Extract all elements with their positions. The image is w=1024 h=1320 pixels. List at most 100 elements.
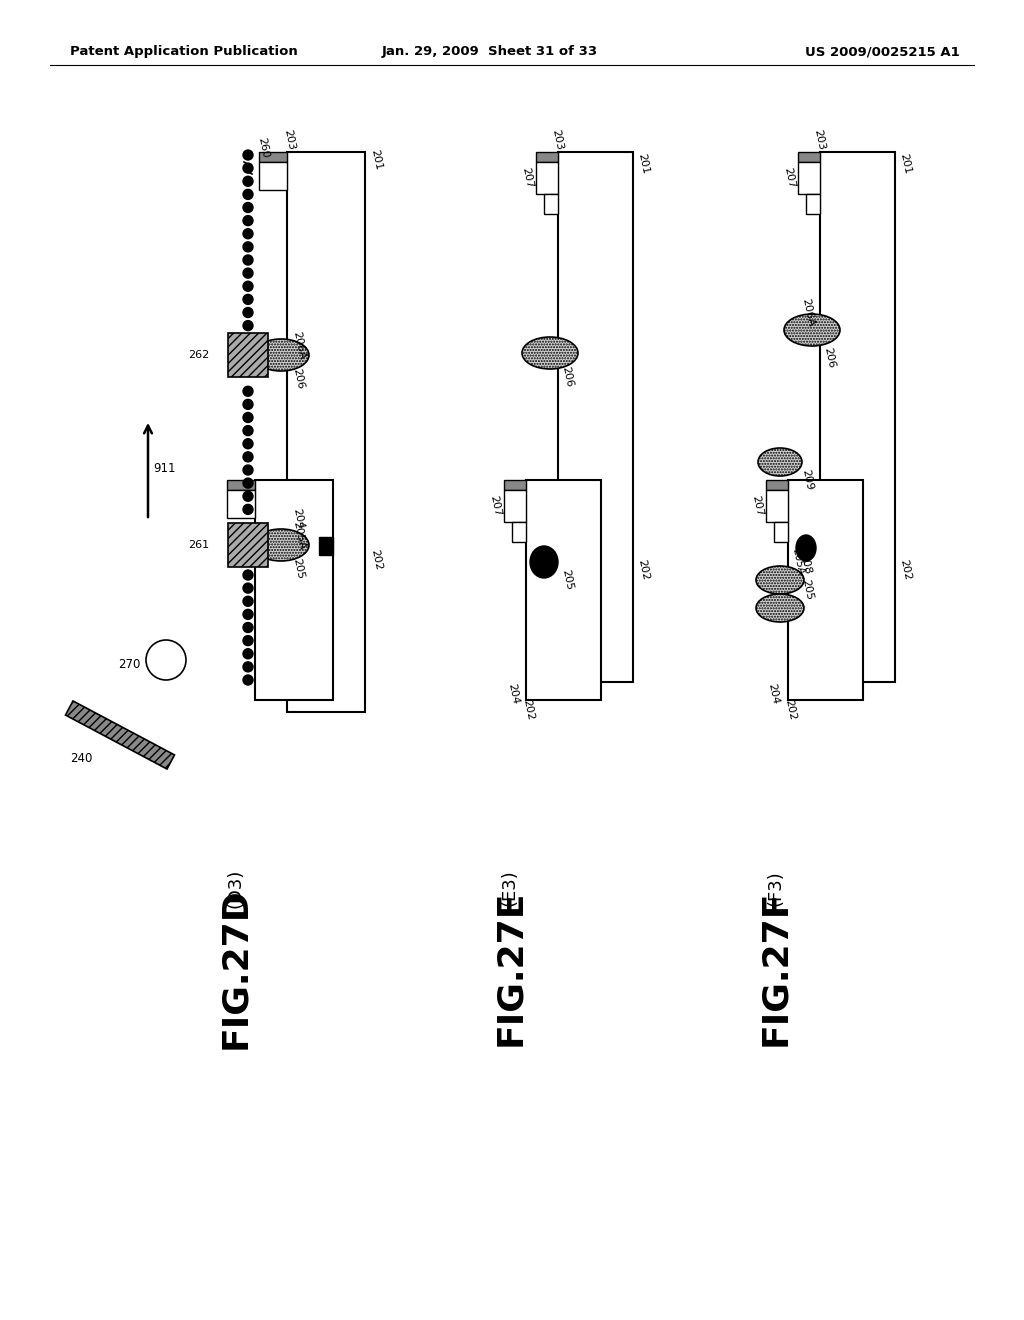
Text: FIG.27D: FIG.27D: [218, 887, 252, 1049]
Ellipse shape: [253, 339, 309, 371]
Text: 201: 201: [369, 149, 383, 172]
Bar: [788, 480, 863, 700]
Ellipse shape: [522, 337, 578, 370]
Bar: [774, 521, 788, 543]
Circle shape: [243, 636, 253, 645]
Text: Jan. 29, 2009  Sheet 31 of 33: Jan. 29, 2009 Sheet 31 of 33: [382, 45, 598, 58]
Text: 262: 262: [188, 350, 209, 360]
Polygon shape: [66, 701, 174, 770]
Bar: [259, 162, 287, 190]
Text: 202: 202: [369, 549, 383, 572]
Text: 911: 911: [153, 462, 175, 474]
Circle shape: [243, 189, 253, 199]
Circle shape: [243, 438, 253, 449]
Bar: [512, 521, 526, 543]
Bar: [766, 480, 788, 490]
Circle shape: [243, 648, 253, 659]
Circle shape: [243, 321, 253, 330]
Bar: [766, 490, 788, 521]
Text: 207: 207: [488, 495, 502, 517]
Text: 205: 205: [291, 557, 305, 581]
Text: 205A: 205A: [291, 520, 307, 550]
Bar: [227, 480, 255, 490]
Bar: [504, 480, 526, 490]
Text: 207: 207: [750, 495, 764, 517]
Circle shape: [243, 281, 253, 292]
Text: (D3): (D3): [226, 869, 244, 908]
Text: FIG.27E: FIG.27E: [493, 890, 527, 1047]
Ellipse shape: [758, 447, 802, 477]
Circle shape: [243, 583, 253, 593]
Text: 203: 203: [550, 128, 564, 152]
Bar: [228, 333, 268, 378]
Text: 206: 206: [822, 347, 837, 370]
Text: 204: 204: [506, 682, 520, 705]
Circle shape: [243, 150, 253, 160]
Circle shape: [243, 228, 253, 239]
Text: 203: 203: [282, 128, 296, 152]
Ellipse shape: [796, 535, 816, 561]
Circle shape: [243, 491, 253, 502]
Text: 261: 261: [188, 540, 209, 550]
Text: 240: 240: [70, 751, 92, 764]
Circle shape: [243, 661, 253, 672]
Circle shape: [243, 177, 253, 186]
Text: 204: 204: [766, 682, 780, 705]
Text: 204: 204: [291, 508, 305, 531]
Text: 205: 205: [560, 569, 574, 591]
Circle shape: [146, 640, 186, 680]
Circle shape: [243, 478, 253, 488]
Bar: [536, 152, 558, 162]
Text: 205: 205: [800, 578, 814, 602]
Bar: [536, 162, 558, 194]
Text: 206: 206: [291, 368, 305, 391]
Text: 205A: 205A: [790, 548, 805, 577]
Circle shape: [243, 255, 253, 265]
Text: US 2009/0025215 A1: US 2009/0025215 A1: [805, 45, 961, 58]
Bar: [227, 490, 255, 517]
Text: 202: 202: [783, 698, 798, 722]
Text: (E3): (E3): [501, 870, 519, 907]
Ellipse shape: [530, 546, 558, 578]
Circle shape: [243, 623, 253, 632]
Circle shape: [243, 570, 253, 579]
Circle shape: [243, 597, 253, 606]
Circle shape: [243, 215, 253, 226]
Bar: [504, 490, 526, 521]
Text: 203: 203: [812, 128, 826, 152]
Text: (F3): (F3): [766, 870, 784, 906]
Circle shape: [243, 610, 253, 619]
Circle shape: [243, 202, 253, 213]
Bar: [259, 152, 287, 162]
Circle shape: [243, 164, 253, 173]
Circle shape: [243, 400, 253, 409]
Ellipse shape: [784, 314, 840, 346]
Bar: [228, 523, 268, 568]
Bar: [806, 194, 820, 214]
Text: FIG.27F: FIG.27F: [758, 890, 792, 1047]
Ellipse shape: [756, 566, 804, 594]
Text: 206: 206: [560, 366, 574, 388]
Text: 260: 260: [256, 137, 270, 160]
Text: 202: 202: [636, 558, 650, 581]
Bar: [820, 152, 895, 682]
Text: 207: 207: [520, 166, 535, 190]
Bar: [255, 480, 333, 700]
Text: 270: 270: [118, 659, 140, 672]
Bar: [287, 152, 365, 711]
Text: 202: 202: [521, 698, 536, 722]
Circle shape: [243, 268, 253, 279]
Text: 202: 202: [898, 558, 912, 581]
Bar: [319, 537, 333, 554]
Circle shape: [243, 675, 253, 685]
Bar: [526, 480, 601, 700]
Text: 208: 208: [798, 553, 812, 576]
Bar: [558, 152, 633, 682]
Ellipse shape: [756, 594, 804, 622]
Bar: [798, 152, 820, 162]
Circle shape: [243, 465, 253, 475]
Bar: [544, 194, 558, 214]
Circle shape: [243, 387, 253, 396]
Text: 206A: 206A: [800, 297, 816, 327]
Text: 201: 201: [636, 153, 650, 176]
